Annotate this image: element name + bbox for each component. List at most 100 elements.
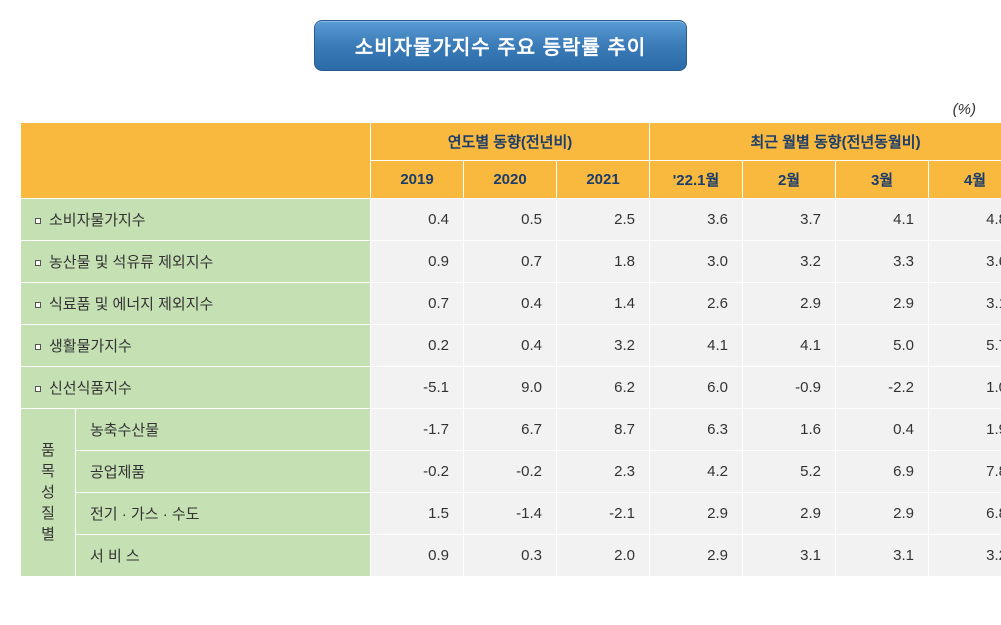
subrow-0-val-5: 0.4 xyxy=(836,409,929,451)
subrow-3-val-4: 3.1 xyxy=(743,535,836,577)
table-row: 품목성질별농축수산물-1.76.78.76.31.60.41.9 xyxy=(21,409,1001,451)
col-22-1: '22.1월 xyxy=(650,161,743,199)
row-3-val-2: 3.2 xyxy=(557,325,650,367)
subrow-3-val-0: 0.9 xyxy=(371,535,464,577)
subrow-1-val-6: 7.8 xyxy=(929,451,1001,493)
row-4-val-5: -2.2 xyxy=(836,367,929,409)
row-label-text: 농산물 및 석유류 제외지수 xyxy=(49,254,213,271)
col-2020: 2020 xyxy=(464,161,557,199)
col-3: 3월 xyxy=(836,161,929,199)
row-4-val-2: 6.2 xyxy=(557,367,650,409)
table-row: 공업제품-0.2-0.22.34.25.26.97.8 xyxy=(21,451,1001,493)
subrow-1-val-2: 2.3 xyxy=(557,451,650,493)
subrow-3-val-2: 2.0 xyxy=(557,535,650,577)
subrow-0-val-1: 6.7 xyxy=(464,409,557,451)
row-4-val-4: -0.9 xyxy=(743,367,836,409)
table-body: 소비자물가지수0.40.52.53.63.74.14.8농산물 및 석유류 제외… xyxy=(21,199,1001,577)
row-2-val-4: 2.9 xyxy=(743,283,836,325)
row-3-val-6: 5.7 xyxy=(929,325,1001,367)
row-label-1: 농산물 및 석유류 제외지수 xyxy=(21,241,371,283)
table-row: 소비자물가지수0.40.52.53.63.74.14.8 xyxy=(21,199,1001,241)
row-label-text: 소비자물가지수 xyxy=(49,212,146,229)
row-4-val-6: 1.0 xyxy=(929,367,1001,409)
row-1-val-3: 3.0 xyxy=(650,241,743,283)
subrow-0-val-4: 1.6 xyxy=(743,409,836,451)
subrow-1-val-0: -0.2 xyxy=(371,451,464,493)
row-label-text: 신선식품지수 xyxy=(49,380,132,397)
table-row: 신선식품지수-5.19.06.26.0-0.9-2.21.0 xyxy=(21,367,1001,409)
subrow-1-val-5: 6.9 xyxy=(836,451,929,493)
table-row: 서 비 스0.90.32.02.93.13.13.2 xyxy=(21,535,1001,577)
col-2019: 2019 xyxy=(371,161,464,199)
row-0-val-2: 2.5 xyxy=(557,199,650,241)
row-label-2: 식료품 및 에너지 제외지수 xyxy=(21,283,371,325)
row-label-0: 소비자물가지수 xyxy=(21,199,371,241)
subrow-0-val-0: -1.7 xyxy=(371,409,464,451)
row-3-val-1: 0.4 xyxy=(464,325,557,367)
table-row: 식료품 및 에너지 제외지수0.70.41.42.62.92.93.1 xyxy=(21,283,1001,325)
col-2: 2월 xyxy=(743,161,836,199)
subrow-label-text: 농축수산물 xyxy=(90,422,159,439)
row-1-val-0: 0.9 xyxy=(371,241,464,283)
row-3-val-5: 5.0 xyxy=(836,325,929,367)
subrow-label-1: 공업제품 xyxy=(76,451,371,493)
table-row: 생활물가지수0.20.43.24.14.15.05.7 xyxy=(21,325,1001,367)
row-0-val-1: 0.5 xyxy=(464,199,557,241)
subrow-2-val-4: 2.9 xyxy=(743,493,836,535)
header-row-1: 연도별 동향(전년비) 최근 월별 동향(전년동월비) xyxy=(21,123,1001,161)
header-group-monthly: 최근 월별 동향(전년동월비) xyxy=(650,123,1001,161)
row-0-val-0: 0.4 xyxy=(371,199,464,241)
subrow-1-val-1: -0.2 xyxy=(464,451,557,493)
col-2021: 2021 xyxy=(557,161,650,199)
row-label-text: 생활물가지수 xyxy=(49,338,132,355)
subrow-3-val-6: 3.2 xyxy=(929,535,1001,577)
table-row: 농산물 및 석유류 제외지수0.90.71.83.03.23.33.6 xyxy=(21,241,1001,283)
subrow-label-3: 서 비 스 xyxy=(76,535,371,577)
row-label-text: 식료품 및 에너지 제외지수 xyxy=(49,296,213,313)
bullet-icon xyxy=(35,344,41,350)
bullet-icon xyxy=(35,260,41,266)
subrow-2-val-5: 2.9 xyxy=(836,493,929,535)
title-container: 소비자물가지수 주요 등락률 추이 xyxy=(20,20,981,71)
subrow-3-val-1: 0.3 xyxy=(464,535,557,577)
subrow-2-val-3: 2.9 xyxy=(650,493,743,535)
col-4: 4월 xyxy=(929,161,1001,199)
subrow-2-val-1: -1.4 xyxy=(464,493,557,535)
row-4-val-1: 9.0 xyxy=(464,367,557,409)
row-0-val-3: 3.6 xyxy=(650,199,743,241)
bullet-icon xyxy=(35,386,41,392)
subrow-0-val-3: 6.3 xyxy=(650,409,743,451)
row-2-val-6: 3.1 xyxy=(929,283,1001,325)
subrow-0-val-2: 8.7 xyxy=(557,409,650,451)
row-3-val-3: 4.1 xyxy=(650,325,743,367)
subrow-label-text: 전기 · 가스 · 수도 xyxy=(90,506,199,523)
bullet-icon xyxy=(35,302,41,308)
subrow-1-val-4: 5.2 xyxy=(743,451,836,493)
subrow-label-0: 농축수산물 xyxy=(76,409,371,451)
table-row: 전기 · 가스 · 수도1.5-1.4-2.12.92.92.96.8 xyxy=(21,493,1001,535)
subgroup-vertical-label: 품목성질별 xyxy=(21,409,76,577)
subrow-label-text: 공업제품 xyxy=(90,464,145,481)
subrow-1-val-3: 4.2 xyxy=(650,451,743,493)
data-table: 연도별 동향(전년비) 최근 월별 동향(전년동월비) 2019 2020 20… xyxy=(20,122,1001,577)
subrow-3-val-5: 3.1 xyxy=(836,535,929,577)
subrow-label-2: 전기 · 가스 · 수도 xyxy=(76,493,371,535)
header-blank xyxy=(21,123,371,199)
subrow-2-val-6: 6.8 xyxy=(929,493,1001,535)
row-label-3: 생활물가지수 xyxy=(21,325,371,367)
row-label-4: 신선식품지수 xyxy=(21,367,371,409)
unit-label: (%) xyxy=(20,101,981,118)
row-0-val-4: 3.7 xyxy=(743,199,836,241)
page-title: 소비자물가지수 주요 등락률 추이 xyxy=(314,20,687,71)
header-group-yearly: 연도별 동향(전년비) xyxy=(371,123,650,161)
row-2-val-1: 0.4 xyxy=(464,283,557,325)
row-0-val-5: 4.1 xyxy=(836,199,929,241)
row-1-val-6: 3.6 xyxy=(929,241,1001,283)
row-3-val-4: 4.1 xyxy=(743,325,836,367)
row-1-val-2: 1.8 xyxy=(557,241,650,283)
row-2-val-0: 0.7 xyxy=(371,283,464,325)
row-1-val-4: 3.2 xyxy=(743,241,836,283)
row-4-val-0: -5.1 xyxy=(371,367,464,409)
row-3-val-0: 0.2 xyxy=(371,325,464,367)
subrow-2-val-2: -2.1 xyxy=(557,493,650,535)
